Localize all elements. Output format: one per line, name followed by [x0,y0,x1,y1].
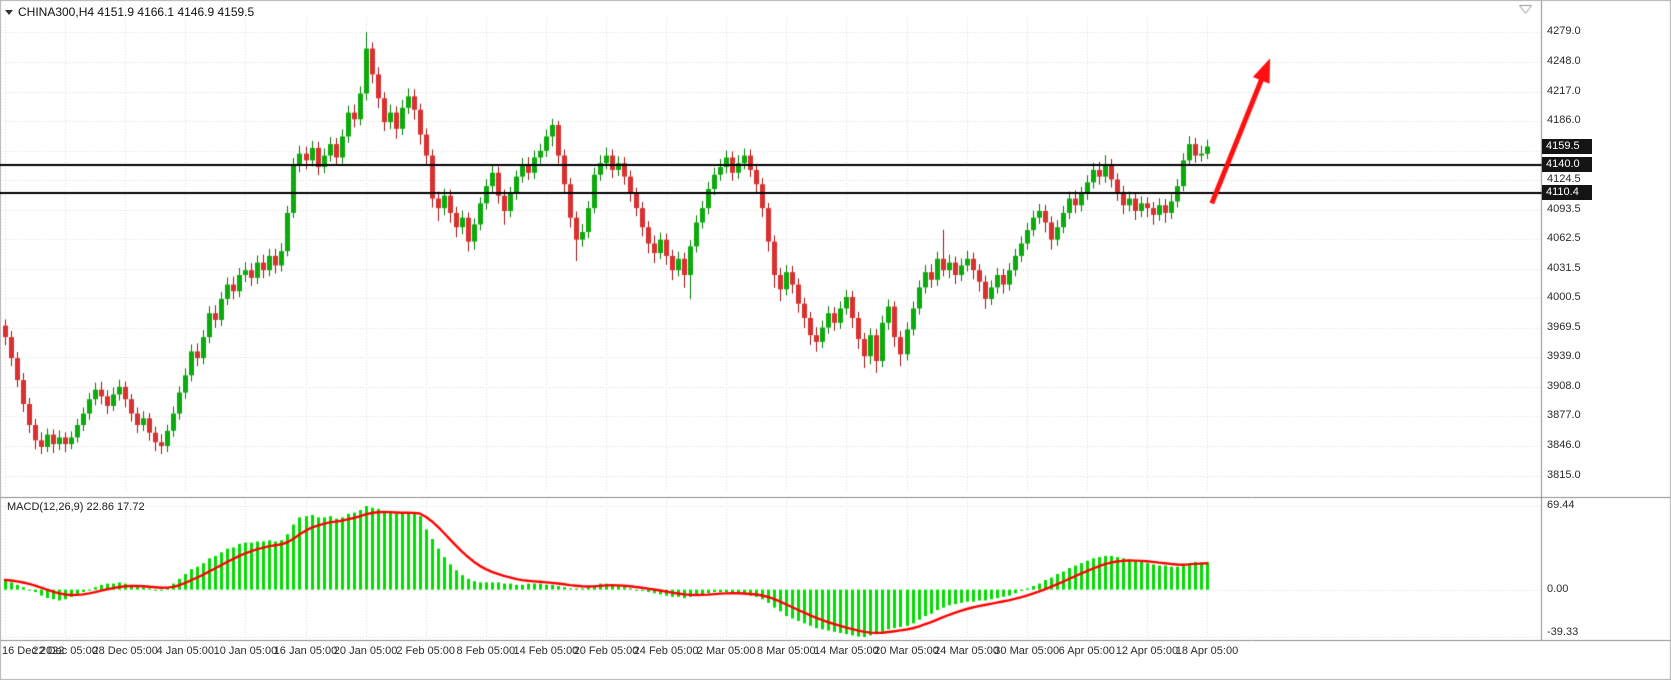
price-axis-label: 3877.0 [1547,409,1581,422]
price-axis-label: 3908.0 [1547,379,1581,392]
price-axis-label: 4062.5 [1547,232,1581,245]
time-axis-label: 20 Mar 05:00 [874,645,939,657]
macd-axis[interactable]: 69.44 0.00 -39.33 [1541,0,1670,660]
price-badge-support-line: 4110.4 [1542,185,1592,201]
macd-axis-label: 0.00 [1547,582,1569,595]
price-axis-label: 3846.0 [1547,439,1581,452]
price-badge-current-price: 4159.5 [1542,138,1592,154]
time-axis-label: 22 Dec 05:00 [32,645,98,657]
time-axis-label: 2 Feb 05:00 [396,645,456,657]
time-axis-label: 28 Dec 05:00 [92,645,158,657]
time-axis-label: 2 Mar 05:00 [696,645,756,657]
price-axis-label: 3969.5 [1547,321,1581,334]
time-axis-label: 20 Feb 05:00 [573,645,639,657]
time-axis-label: 24 Feb 05:00 [633,645,699,657]
time-axis-label: 20 Jan 05:00 [333,645,398,657]
time-axis-label: 14 Feb 05:00 [513,645,579,657]
macd-axis-label: 69.44 [1547,499,1575,511]
time-axis-label: 12 Apr 05:00 [1115,645,1179,657]
price-badge-resistance-line: 4140.0 [1542,157,1592,173]
price-axis-label: 3815.0 [1547,468,1581,481]
time-axis-label: 16 Dec 2022 [2,645,65,657]
time-axis-label: 8 Feb 05:00 [456,645,516,657]
time-axis[interactable]: 16 Dec 2022 22 Dec 05:00 28 Dec 05:00 4 Jan… [0,641,1671,663]
time-axis-label: 24 Mar 05:00 [934,645,1000,657]
price-axis-label: 4124.5 [1547,172,1581,185]
price-axis-label: 4279.0 [1547,25,1581,38]
time-axis-label: 30 Mar 05:00 [994,645,1060,657]
symbol-info: CHINA300,H4 4151.9 4166.1 4146.9 4159.5 [5,5,254,19]
price-axis-label: 4093.5 [1547,202,1581,215]
symbol-dropdown-icon[interactable] [5,10,13,16]
macd-indicator-label: MACD(12,26,9) 22.86 17.72 [7,501,145,513]
time-axis-label: 8 Mar 05:00 [756,645,816,657]
price-axis-label: 4248.0 [1547,54,1581,67]
price-axis[interactable]: 4279.0 4248.0 4217.0 4186.0 4124.5 4093.5 4062… [1541,0,1670,660]
price-axis-label: 4186.0 [1547,114,1581,127]
time-axis-label: 4 Jan 05:00 [156,645,215,657]
time-axis-label: 18 Apr 05:00 [1175,645,1239,657]
price-axis-label: 4031.5 [1547,261,1581,274]
time-axis-label: 10 Jan 05:00 [213,645,278,657]
price-axis-label: 4217.0 [1547,84,1581,97]
price-axis-label: 4000.5 [1547,291,1581,304]
time-axis-label: 14 Mar 05:00 [813,645,879,657]
price-axis-label: 3939.0 [1547,350,1581,363]
time-axis-label: 6 Apr 05:00 [1058,645,1115,657]
symbol-ohlc-text: CHINA300,H4 4151.9 4166.1 4146.9 4159.5 [18,5,255,19]
time-axis-label: 16 Jan 05:00 [273,645,338,657]
macd-axis-label: -39.33 [1547,626,1579,638]
